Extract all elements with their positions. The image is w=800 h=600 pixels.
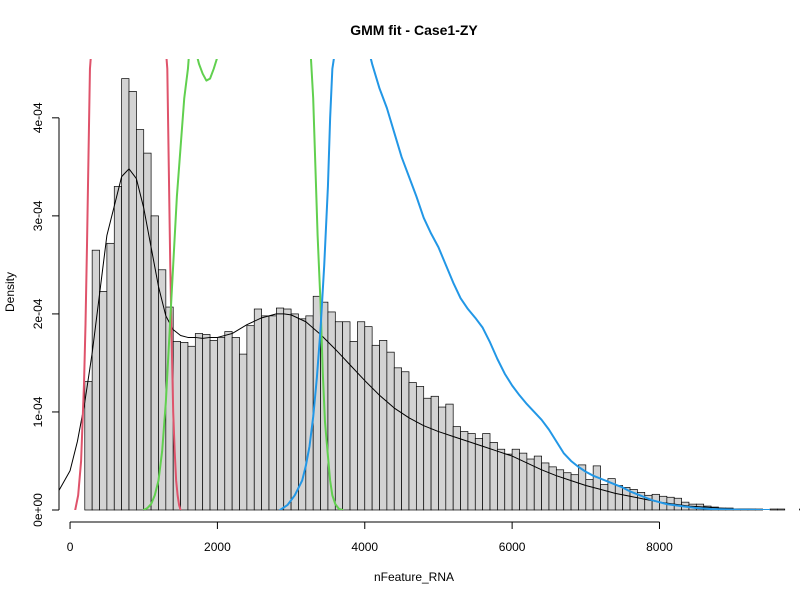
histogram-bar [253,308,262,511]
histogram-bar [445,403,454,511]
gmm-component-line-1 [74,59,182,510]
histogram-bar [246,325,255,511]
histogram-bar [180,342,189,511]
histogram-bar [290,313,299,511]
axes: 0 2000 4000 6000 8000 0e+00 1e-04 2e-04 3e-04 4e-… [31,102,673,554]
histogram-bar [224,331,233,511]
histogram-bar [202,334,211,511]
histogram-bar [91,249,100,511]
histogram-bar [379,340,388,511]
kde-density-line [59,168,770,510]
histogram-bar [386,351,395,511]
histogram-bar [261,315,270,511]
histogram-bar [143,152,152,511]
histogram-bar [276,307,285,511]
histogram-bar [209,340,218,511]
histogram-bar [106,242,115,511]
histogram-bar [423,397,432,511]
histogram-bar [187,345,196,511]
gmm-component-line-2 [142,59,344,510]
histogram-bar [239,353,248,511]
y-axis-label: Density [3,272,17,312]
histogram-bars [84,78,800,511]
histogram-bar [467,433,476,511]
histogram-bar [614,485,623,511]
x-tick-label: 8000 [646,540,673,554]
histogram-bar [136,129,145,511]
histogram-bar [217,337,226,511]
histogram-bar [342,321,351,511]
histogram-bar [777,508,786,511]
histogram-bar [474,438,483,511]
x-tick-label: 4000 [351,540,378,554]
histogram-bar [415,386,425,511]
histogram-bar [371,344,380,511]
histogram-bar [113,186,122,511]
histogram-bar [482,433,491,511]
histogram-bar [393,367,402,511]
histogram-bar [401,371,410,511]
histogram-bar [305,315,314,511]
y-tick-label: 1e-04 [31,396,45,427]
histogram-bar [438,406,447,511]
y-tick-label: 2e-04 [31,298,45,329]
histogram-bar [600,484,609,511]
x-tick-label: 0 [67,540,74,554]
gmm-component-line-3 [279,59,770,510]
histogram-bar [430,395,439,511]
y-tick-label: 4e-04 [31,102,45,133]
histogram-bar [769,508,778,511]
histogram-bar [231,337,240,511]
histogram-bar [194,333,204,511]
histogram-bar [364,326,373,511]
histogram-bar [526,458,535,511]
histogram-bar [585,479,594,511]
histogram-bar [452,426,461,511]
histogram-bar [99,291,108,511]
histogram-bar [128,90,137,511]
histogram-bar [408,382,417,511]
histogram-bar [327,311,336,511]
histogram-bar [84,381,93,511]
histogram-bar [460,431,469,511]
y-tick-label: 0e+00 [31,493,45,527]
histogram-bar [489,442,498,511]
y-tick-label: 3e-04 [31,200,45,231]
histogram-bar [150,215,159,511]
histogram-bar [570,474,579,511]
histogram-bar [497,448,506,511]
x-axis-label: nFeature_RNA [374,570,454,584]
chart-title: GMM fit - Case1-ZY [350,22,478,38]
histogram-bar [357,321,366,511]
density-curves [59,59,770,510]
x-tick-label: 6000 [499,540,526,554]
histogram-bar [533,455,542,511]
histogram-bar [268,315,277,511]
histogram-bar [283,308,292,511]
histogram-bar [504,453,513,511]
histogram-bar [121,78,130,511]
x-tick-label: 2000 [204,540,231,554]
